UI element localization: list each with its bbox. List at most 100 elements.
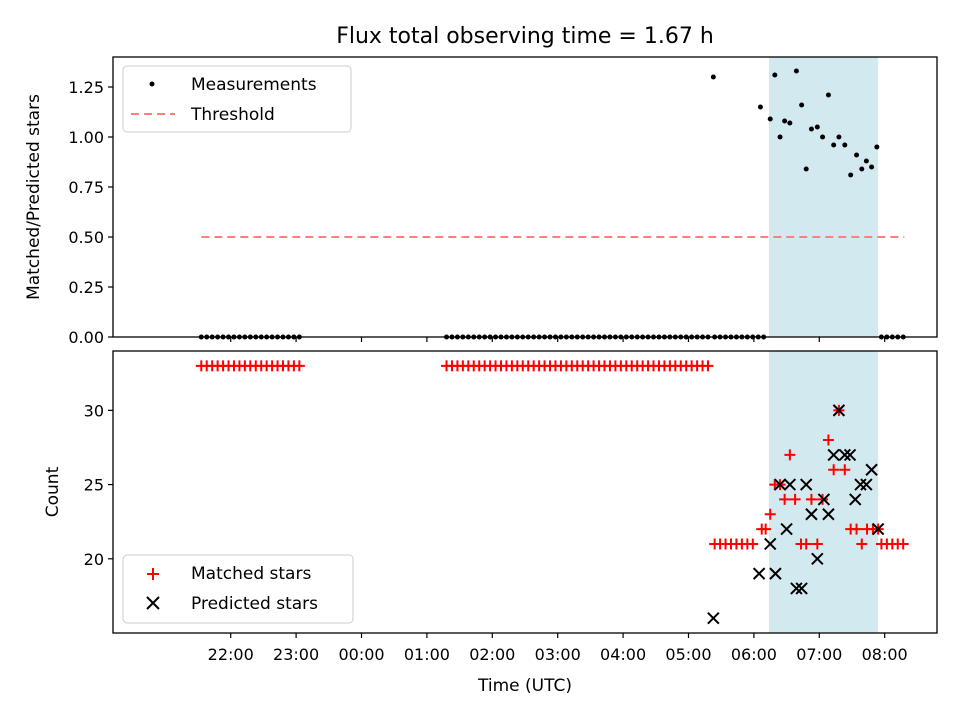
measurement-point bbox=[836, 134, 842, 140]
predicted-star-marker bbox=[817, 493, 831, 506]
predicted-star-marker bbox=[854, 478, 867, 491]
legend-predicted-label: Predicted stars bbox=[191, 594, 318, 614]
counts-ytick-label: 20 bbox=[84, 550, 104, 569]
ratio-panel: 0.00 0.25 0.50 0.75 1.00 1.25 Matched/Predict… bbox=[24, 56, 938, 347]
ratio-ytick-label: 0.75 bbox=[68, 178, 104, 197]
x-tick-label: 02:00 bbox=[469, 645, 515, 664]
measurement-point bbox=[820, 134, 826, 140]
x-tick-label: 00:00 bbox=[338, 645, 384, 664]
legend-matched-marker bbox=[147, 568, 159, 580]
predicted-star-marker bbox=[795, 582, 808, 595]
counts-panel: 22:00 23:00 00:00 01:00 02:00 03:00 04:00 05:00… bbox=[43, 350, 938, 664]
x-tick-label: 06:00 bbox=[731, 645, 777, 664]
matched-star-marker bbox=[779, 493, 791, 505]
measurement-point bbox=[814, 124, 820, 130]
measurement-point bbox=[854, 152, 860, 158]
ratio-span bbox=[768, 57, 879, 337]
predicted-star-marker bbox=[822, 508, 835, 521]
predicted-star-marker bbox=[849, 493, 862, 506]
measurement-point bbox=[772, 72, 778, 78]
predicted-star-marker bbox=[827, 448, 840, 462]
x-tick-label: 22:00 bbox=[208, 645, 254, 664]
matched-star-marker bbox=[851, 523, 863, 535]
predicted-star-marker bbox=[843, 448, 857, 462]
measurement-point bbox=[787, 120, 793, 126]
measurement-point bbox=[831, 142, 837, 148]
x-tick-label: 05:00 bbox=[665, 645, 711, 664]
predicted-star-marker bbox=[769, 567, 782, 580]
counts-marks bbox=[195, 360, 909, 625]
measurement-point bbox=[757, 104, 763, 110]
measurement-point bbox=[842, 142, 848, 148]
legend-measurements-marker bbox=[149, 81, 155, 87]
measurement-point bbox=[782, 118, 788, 124]
chart-title: Flux total observing time = 1.67 h bbox=[336, 24, 714, 49]
matched-star-marker bbox=[897, 538, 909, 550]
measurement-point bbox=[825, 92, 831, 98]
matched-star-marker bbox=[828, 464, 840, 476]
ratio-legend: Measurements Threshold bbox=[122, 65, 352, 133]
matched-star-marker bbox=[760, 523, 772, 535]
x-tick-label: 04:00 bbox=[600, 645, 646, 664]
counts-axis: 22:00 23:00 00:00 01:00 02:00 03:00 04:00 05:00… bbox=[84, 401, 908, 664]
counts-frame bbox=[112, 350, 938, 634]
matched-star-marker bbox=[702, 360, 714, 372]
counts-ytick-label: 30 bbox=[84, 401, 104, 420]
predicted-star-marker bbox=[811, 552, 824, 565]
measurement-point bbox=[863, 158, 869, 164]
x-tick-label: 08:00 bbox=[862, 645, 908, 664]
predicted-star-marker bbox=[780, 522, 793, 536]
measurement-point bbox=[793, 68, 799, 74]
ratio-ytick-label: 0.25 bbox=[68, 278, 104, 297]
legend-predicted-marker bbox=[146, 596, 160, 610]
measurement-point bbox=[869, 164, 875, 170]
predicted-star-marker bbox=[838, 448, 851, 462]
measurement-point bbox=[848, 172, 854, 178]
ratio-ylabel: Matched/Predicted stars bbox=[24, 94, 44, 300]
predicted-star-marker bbox=[707, 611, 720, 625]
matched-star-marker bbox=[805, 493, 817, 505]
x-tick-label: 23:00 bbox=[273, 645, 319, 664]
predicted-star-marker bbox=[860, 478, 873, 491]
legend-measurements-label: Measurements bbox=[191, 75, 317, 95]
ratio-legend-box bbox=[122, 65, 352, 133]
ratio-ytick-label: 0.50 bbox=[68, 228, 104, 247]
predicted-star-marker bbox=[871, 522, 885, 536]
matched-star-marker bbox=[856, 538, 868, 550]
matched-star-marker bbox=[747, 538, 759, 550]
ratio-ytick-label: 0.00 bbox=[68, 328, 104, 347]
legend-matched-label: Matched stars bbox=[191, 564, 311, 584]
legend-threshold-label: Threshold bbox=[190, 105, 275, 125]
predicted-star-marker bbox=[865, 463, 878, 476]
measurement-point bbox=[777, 134, 783, 140]
predicted-star-marker bbox=[752, 567, 766, 580]
matched-star-marker bbox=[784, 449, 796, 461]
counts-legend-box bbox=[122, 554, 354, 624]
predicted-star-marker bbox=[790, 582, 803, 595]
predicted-star-marker bbox=[799, 478, 813, 491]
matched-star-marker bbox=[839, 464, 851, 476]
x-axis-label: Time (UTC) bbox=[477, 676, 572, 696]
predicted-star-marker bbox=[783, 478, 797, 491]
measurement-point bbox=[859, 166, 865, 172]
measurement-point bbox=[799, 102, 805, 108]
counts-legend: Matched stars Predicted stars bbox=[122, 554, 354, 624]
matched-star-marker bbox=[789, 493, 801, 505]
ratio-ytick-label: 1.25 bbox=[68, 78, 104, 97]
ratio-ytick-label: 1.00 bbox=[68, 128, 104, 147]
ratio-axis: 0.00 0.25 0.50 0.75 1.00 1.25 bbox=[68, 78, 886, 347]
counts-ylabel: Count bbox=[43, 466, 63, 517]
measurement-point bbox=[767, 116, 773, 122]
matched-star-marker bbox=[822, 434, 834, 446]
counts-ytick-label: 25 bbox=[84, 476, 104, 495]
matched-star-marker bbox=[811, 538, 823, 550]
measurement-point bbox=[803, 166, 809, 172]
x-tick-label: 01:00 bbox=[404, 645, 450, 664]
predicted-star-marker bbox=[764, 537, 777, 551]
matched-star-marker bbox=[293, 360, 305, 372]
counts-span bbox=[768, 351, 879, 633]
measurement-point bbox=[874, 144, 880, 150]
x-tick-label: 03:00 bbox=[535, 645, 581, 664]
measurement-point bbox=[808, 126, 814, 132]
